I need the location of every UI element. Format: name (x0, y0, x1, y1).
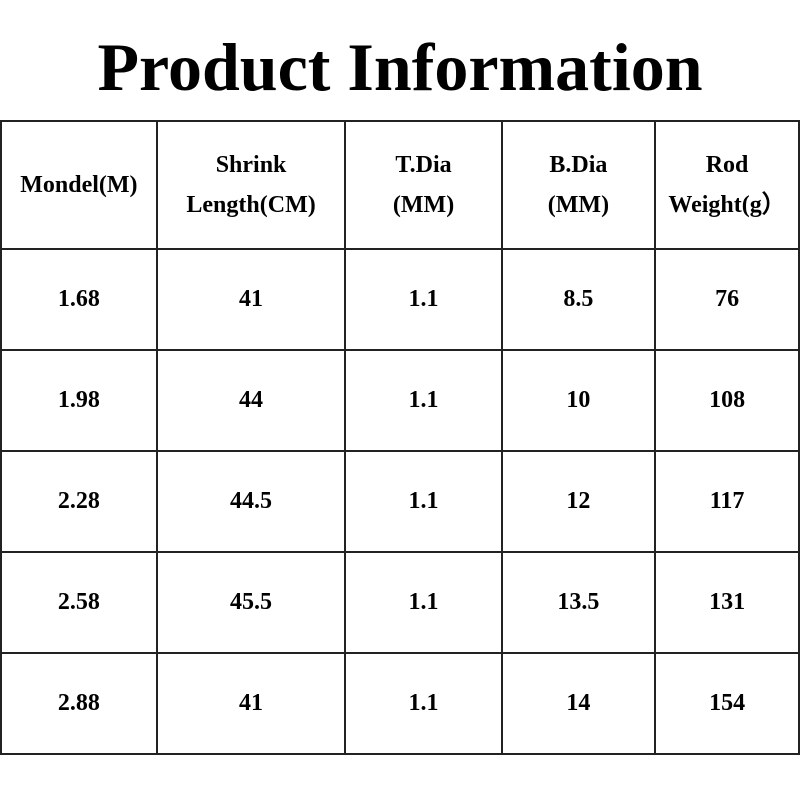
table-cell: 14 (500, 652, 657, 755)
product-table: Mondel(M) Shrink Length(CM) T.Dia (MM) B.Dia (… (0, 120, 800, 755)
table-cell: 8.5 (500, 248, 657, 351)
table-cell: 2.58 (0, 551, 158, 654)
table-cell: 44.5 (155, 450, 347, 553)
header-cell: T.Dia (MM) (344, 120, 503, 250)
header-cell: Mondel(M) (0, 120, 158, 250)
header-text: (MM) (392, 192, 455, 218)
table-cell: 154 (654, 652, 800, 755)
table-cell: 1.1 (344, 349, 503, 452)
table-cell: 2.28 (0, 450, 158, 553)
header-text: B.Dia (549, 152, 608, 178)
table-cell: 1.1 (344, 551, 503, 654)
table-cell: 41 (155, 248, 347, 351)
table-cell: 1.1 (344, 248, 503, 351)
table-row: 1.68 41 1.1 8.5 76 (0, 248, 800, 351)
header-text: Mondel(M) (20, 172, 138, 198)
table-cell: 2.88 (0, 652, 158, 755)
table-cell: 76 (654, 248, 800, 351)
table-cell: 13.5 (500, 551, 657, 654)
table-cell: 1.1 (344, 652, 503, 755)
header-cell: Rod Weight(g） (654, 120, 800, 250)
header-text: Rod (705, 152, 749, 178)
table-row: 2.88 41 1.1 14 154 (0, 652, 800, 755)
table-cell: 108 (654, 349, 800, 452)
table-cell: 41 (155, 652, 347, 755)
header-text: Shrink (215, 152, 287, 178)
table-cell: 1.68 (0, 248, 158, 351)
header-text: T.Dia (395, 152, 452, 178)
header-text: Length(CM) (186, 192, 316, 218)
table-cell: 10 (500, 349, 657, 452)
header-row: Mondel(M) Shrink Length(CM) T.Dia (MM) B.Dia (… (0, 120, 800, 250)
table-cell: 117 (654, 450, 800, 553)
header-text: Weight(g） (668, 192, 786, 218)
table-cell: 12 (500, 450, 657, 553)
header-cell: Shrink Length(CM) (155, 120, 347, 250)
table-cell: 1.98 (0, 349, 158, 452)
table-cell: 131 (654, 551, 800, 654)
page-title: Product Information (97, 29, 703, 105)
table-row: 2.28 44.5 1.1 12 117 (0, 450, 800, 553)
header-text: (MM) (547, 192, 610, 218)
table-cell: 1.1 (344, 450, 503, 553)
table-row: 2.58 45.5 1.1 13.5 131 (0, 551, 800, 654)
table-row: 1.98 44 1.1 10 108 (0, 349, 800, 452)
table-cell: 44 (155, 349, 347, 452)
table-cell: 45.5 (155, 551, 347, 654)
header-cell: B.Dia (MM) (500, 120, 657, 250)
